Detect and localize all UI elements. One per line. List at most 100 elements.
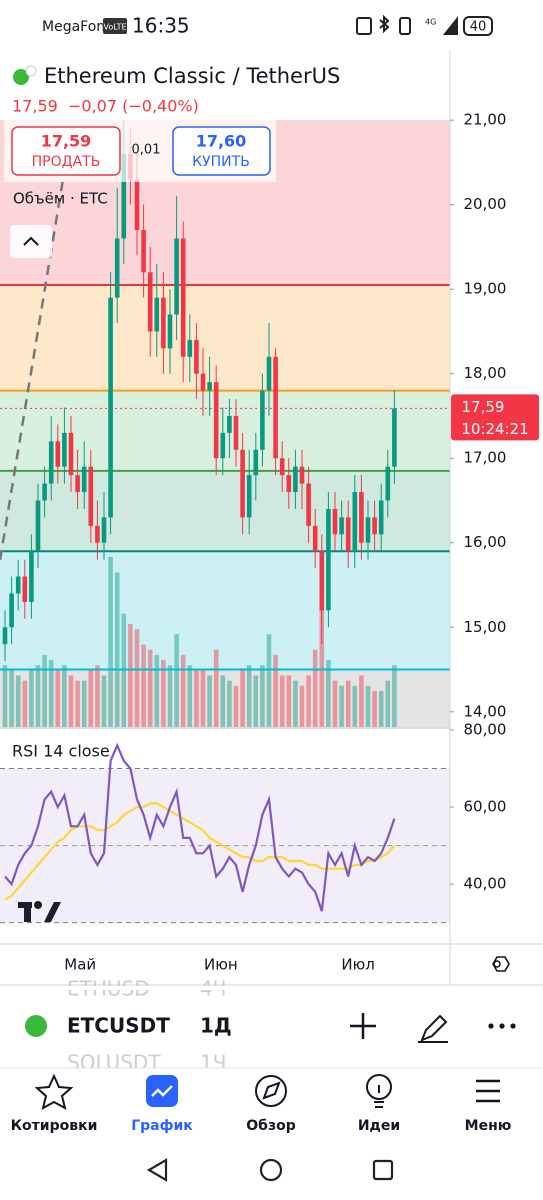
volume-bar	[378, 690, 384, 727]
rsi-title: RSI 14 close	[12, 742, 110, 761]
nav-label[interactable]: Идеи	[358, 1118, 400, 1134]
candle-body	[15, 576, 21, 594]
volume-bar	[266, 634, 272, 727]
candle-body	[35, 500, 41, 552]
y-tick-label: 17,00	[464, 449, 507, 467]
volume-bar	[128, 623, 133, 727]
volume-bar	[141, 644, 146, 727]
volume-bar	[332, 680, 338, 727]
x-tick-label: Май	[64, 956, 96, 974]
nav-icon-chart[interactable]	[146, 1075, 178, 1107]
nav-icon-quotes[interactable]	[34, 1073, 74, 1110]
buy-label: КУПИТЬ	[192, 154, 250, 170]
candle-body	[62, 432, 67, 467]
volume-bar	[194, 670, 199, 727]
candle-body	[286, 475, 292, 493]
home-button[interactable]	[259, 1158, 283, 1182]
candle-body	[95, 525, 100, 543]
volume-bar	[339, 685, 344, 727]
volume-bar	[48, 660, 54, 727]
volume-bar	[68, 675, 74, 727]
volume-bar	[299, 685, 305, 727]
rsi-tick-label: 80,00	[464, 721, 507, 739]
candle-body	[81, 466, 87, 493]
symbol[interactable]: ETCUSDT	[67, 1014, 170, 1038]
candle-body	[332, 508, 338, 535]
sell-button[interactable]	[11, 126, 121, 176]
back-button[interactable]	[146, 1158, 168, 1182]
candle-body	[260, 390, 265, 450]
x-tick-label: Июл	[341, 956, 374, 974]
collapse-button[interactable]	[10, 225, 52, 258]
symbol-logo	[25, 1015, 47, 1037]
volume-bar	[286, 675, 292, 727]
nav-label-active[interactable]: График	[131, 1118, 193, 1134]
candle-body	[220, 432, 226, 459]
volume-bar	[326, 660, 331, 727]
more-icon[interactable]	[488, 1023, 516, 1029]
candle-body	[279, 458, 285, 476]
volume-bar	[253, 675, 259, 727]
volume-bar	[62, 665, 67, 727]
candle-body	[266, 356, 272, 391]
title: Ethereum Classic / TetherUS	[44, 64, 340, 88]
candle-body	[42, 483, 47, 501]
candle-body	[240, 449, 245, 518]
nav-label[interactable]: Обзор	[246, 1118, 295, 1134]
candle-body	[55, 441, 61, 467]
candle-body	[359, 492, 364, 543]
candle-body	[48, 441, 54, 484]
volume-bar	[273, 654, 278, 727]
volume-label: Объём · ETC	[13, 190, 108, 208]
volume-bar	[167, 665, 173, 727]
rsi-tick-label: 60,00	[464, 798, 507, 816]
candle-body	[372, 517, 377, 535]
nav-label[interactable]: Котировки	[11, 1118, 98, 1134]
recents-button[interactable]	[372, 1159, 394, 1181]
symbol-icon	[13, 69, 29, 85]
candle-body	[365, 517, 371, 543]
price-change: −0,07 (−0,40%)	[68, 97, 199, 116]
candle-body	[299, 466, 305, 484]
interval[interactable]: 1Д	[200, 1014, 232, 1038]
zone	[0, 284, 450, 391]
volume-bar	[35, 665, 41, 727]
volume-bar	[207, 675, 212, 727]
nav-icon-overview[interactable]	[255, 1075, 287, 1107]
candle-body	[253, 449, 259, 476]
nav-icon-bulb	[374, 1085, 384, 1108]
settings-icon[interactable]	[492, 956, 510, 972]
candle-body	[319, 551, 325, 611]
candle-body	[68, 432, 74, 476]
y-tick-label: 15,00	[464, 618, 507, 636]
buy-button[interactable]	[172, 126, 271, 176]
add-icon[interactable]	[350, 1013, 376, 1039]
volume-bar	[312, 649, 318, 727]
nav-icon-ideas[interactable]	[366, 1074, 392, 1100]
candle-body	[187, 339, 193, 357]
candle-body	[233, 415, 239, 450]
zone	[0, 390, 450, 471]
volume-bar	[385, 680, 391, 727]
nav-icon-chart-line	[151, 1085, 173, 1097]
countdown: 10:24:21	[461, 420, 528, 438]
nav-label[interactable]: Меню	[465, 1118, 512, 1134]
volume-bar	[279, 675, 285, 727]
volume-bar	[161, 660, 166, 727]
volume-bar	[101, 675, 107, 727]
draw-icon[interactable]	[418, 1014, 448, 1043]
collapse-icon	[23, 236, 39, 246]
volume-bar	[220, 675, 226, 727]
status-icons	[356, 14, 493, 36]
volume-bar	[15, 675, 21, 727]
y-tick-label: 20,00	[464, 195, 507, 213]
volume-bar	[293, 680, 298, 727]
candle-body	[385, 466, 391, 501]
candle-body	[108, 297, 113, 518]
candle-body	[161, 297, 166, 349]
volume-bar	[81, 680, 87, 727]
candle-body	[147, 272, 153, 332]
nav-icon-menu[interactable]	[476, 1079, 500, 1103]
y-tick-label: 21,00	[464, 111, 507, 129]
